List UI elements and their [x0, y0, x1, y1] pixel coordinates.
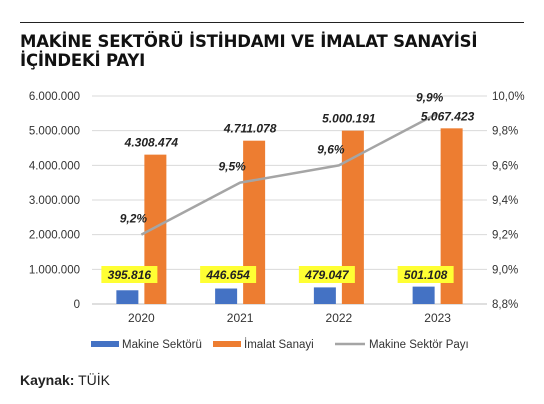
- line-makine-sektor-payi: [140, 112, 439, 236]
- y-right-tick-label: 9,4%: [492, 195, 518, 207]
- bar-imalat-sanayi: [440, 128, 463, 304]
- legend-label-makine-sektor-payi: Makine Sektör Payı: [369, 339, 469, 351]
- y-left-tick-label: 1.000.000: [29, 264, 80, 276]
- bar-makine-sektoru: [215, 288, 238, 304]
- data-label-makine-sektor-payi: 9,6%: [317, 142, 345, 156]
- y-left-tick-label: 4.000.000: [29, 160, 80, 172]
- data-label-makine-sektoru: 501.108: [404, 268, 448, 282]
- y-right-tick-label: 9,2%: [492, 230, 518, 242]
- y-left-tick-label: 6.000.000: [29, 91, 80, 103]
- data-label-highlight: [298, 266, 355, 283]
- y-right-tick-label: 9,8%: [492, 126, 518, 138]
- data-label-makine-sektoru: 395.816: [108, 268, 152, 282]
- chart-title-line-1: MAKİNE SEKTÖRÜ İSTİHDAMI VE İMALAT SANAY…: [20, 32, 478, 51]
- x-tick-label: 2021: [227, 311, 254, 325]
- y-right-tick-label: 8,8%: [492, 299, 518, 311]
- data-label-makine-sektor-payi: 9,2%: [120, 212, 148, 226]
- data-label-imalat-sanayi: 4.711.078: [223, 122, 277, 136]
- legend-swatch-makine-sektoru: [91, 341, 119, 347]
- chart-title-line-2: İÇİNDEKİ PAYI: [20, 51, 146, 70]
- employment-chart: 0 1.000.000 2.000.000 3.000.000 4.000.000 5.0…: [29, 90, 525, 351]
- x-tick-label: 2020: [128, 311, 155, 325]
- y-right-tick-label: 10,0%: [492, 91, 525, 103]
- data-label-highlight: [200, 266, 257, 283]
- legend-label-imalat-sanayi: İmalat Sanayi: [244, 338, 314, 351]
- bar-makine-sektoru: [313, 287, 336, 304]
- data-label-makine-sektoru: 479.047: [304, 268, 350, 282]
- source-note: Kaynak: TÜİK: [20, 372, 110, 388]
- bar-makine-sektoru: [412, 286, 435, 304]
- x-tick-label: 2023: [424, 311, 451, 325]
- data-label-highlight: [101, 266, 158, 283]
- data-label-imalat-sanayi: 5.000.191: [322, 112, 376, 126]
- source-label: Kaynak:: [20, 372, 75, 388]
- data-label-makine-sektor-payi: 9,9%: [416, 90, 444, 104]
- y-left-tick-label: 0: [74, 299, 80, 311]
- y-right-tick-label: 9,0%: [492, 264, 518, 276]
- bar-imalat-sanayi: [341, 130, 364, 304]
- y-left-tick-label: 5.000.000: [29, 126, 80, 138]
- x-tick-label: 2022: [326, 311, 353, 325]
- data-label-makine-sektoru: 446.654: [205, 268, 250, 282]
- legend-swatch-imalat-sanayi: [213, 341, 241, 347]
- top-rule: [20, 22, 524, 23]
- data-label-makine-sektor-payi: 9,5%: [218, 160, 246, 174]
- legend-label-makine-sektoru: Makine Sektörü: [122, 339, 202, 351]
- y-left-tick-label: 3.000.000: [29, 195, 80, 207]
- data-label-highlight: [397, 266, 454, 283]
- bar-makine-sektoru: [116, 290, 139, 304]
- y-right-tick-label: 9,6%: [492, 160, 518, 172]
- chart-title: MAKİNE SEKTÖRÜ İSTİHDAMI VE İMALAT SANAY…: [20, 32, 520, 70]
- data-label-imalat-sanayi: 4.308.474: [124, 136, 179, 150]
- y-left-tick-label: 2.000.000: [29, 230, 80, 242]
- source-value: TÜİK: [78, 372, 110, 388]
- data-label-imalat-sanayi: 5.067.423: [421, 109, 475, 123]
